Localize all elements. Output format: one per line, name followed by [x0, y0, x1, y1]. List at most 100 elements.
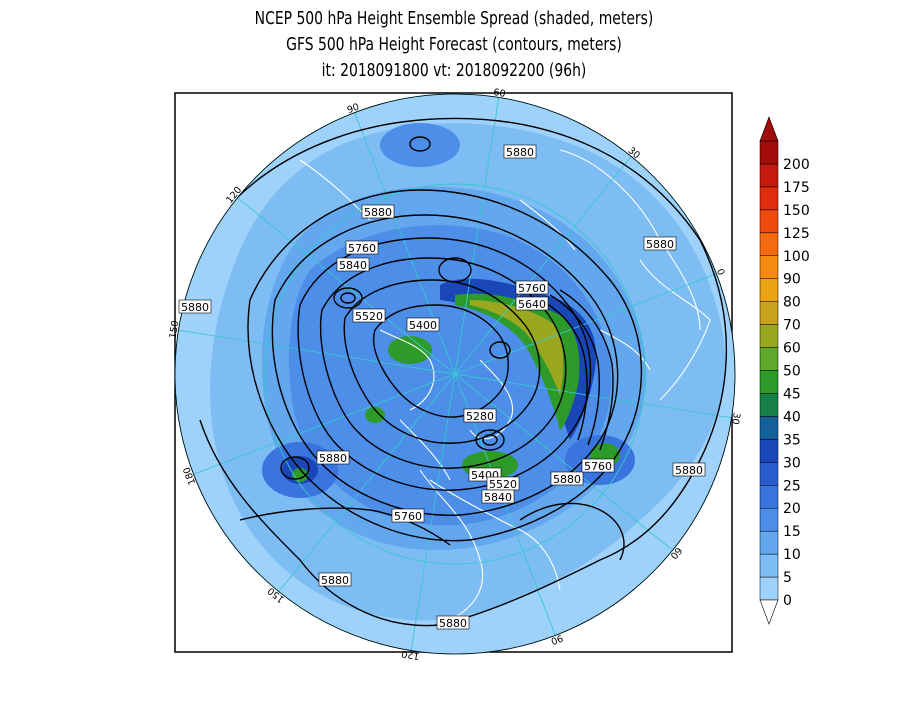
contour-label: 5880	[436, 615, 470, 630]
svg-text:5880: 5880	[321, 574, 349, 587]
meridian-line	[454, 156, 632, 375]
colorbar-swatch	[759, 301, 779, 325]
svg-text:5400: 5400	[409, 319, 437, 332]
contour-low-south	[475, 429, 505, 451]
colorbar-swatch	[759, 209, 779, 234]
colorbar-tick-label: 40	[783, 409, 801, 425]
colorbar-swatch	[759, 186, 779, 211]
contour-label: 5280	[463, 408, 497, 423]
graticule-lat-circle	[264, 183, 646, 565]
colorbar-swatch	[759, 232, 779, 257]
colorbar-tick-label: 15	[783, 524, 801, 540]
meridian-line	[454, 97, 500, 375]
colorbar-swatch	[759, 324, 779, 348]
colorbar-swatch	[759, 439, 779, 463]
svg-text:5640: 5640	[518, 298, 546, 311]
colorbar-tick-label: 45	[783, 386, 801, 402]
contour-label: 5760	[345, 240, 379, 255]
colorbar-swatch	[759, 553, 779, 578]
colorbar-swatch	[759, 255, 779, 279]
colorbar-swatch	[759, 140, 779, 165]
meridian-line	[193, 373, 456, 475]
contour-label: 5880	[316, 450, 350, 465]
colorbar-tick-label: 20	[783, 501, 801, 517]
colorbar-swatch	[759, 530, 779, 555]
contour-label: 5880	[503, 144, 537, 159]
meridian-label: 90	[346, 102, 361, 117]
svg-text:5880: 5880	[553, 473, 581, 486]
svg-text:5760: 5760	[348, 242, 376, 255]
contour-5760	[247, 189, 642, 542]
meridian-line	[454, 373, 673, 551]
colorbar-tick-label: 25	[783, 478, 801, 494]
svg-text:5880: 5880	[364, 206, 392, 219]
colorbar-tick-label: 150	[783, 203, 810, 219]
colorbar-swatch	[759, 462, 779, 486]
colorbar-tick-label: 50	[783, 364, 801, 380]
meridian-line	[178, 329, 456, 375]
contour-label: 5840	[481, 489, 515, 504]
colorbar-swatch	[759, 163, 779, 188]
colorbar-swatch	[759, 347, 779, 371]
colorbar-tick-label: 0	[783, 593, 792, 609]
colorbar-tick-label: 5	[783, 570, 792, 586]
svg-text:5840: 5840	[339, 259, 367, 272]
meridian-label: 60	[493, 87, 507, 100]
meridian-label: 30	[729, 412, 742, 426]
title-line-1: NCEP 500 hPa Height Ensemble Spread (sha…	[254, 8, 654, 29]
colorbar-tick-label: 200	[783, 157, 810, 173]
colorbar-swatch	[759, 576, 779, 601]
colorbar-swatch	[759, 278, 779, 302]
colorbar-tick-label: 10	[783, 547, 801, 563]
spread-blotch-north	[380, 123, 460, 167]
contour-label: 5400	[406, 317, 440, 332]
meridian-line	[278, 373, 456, 592]
svg-text:5280: 5280	[466, 410, 494, 423]
svg-text:5880: 5880	[319, 452, 347, 465]
colorbar-tick-label: 30	[783, 455, 801, 471]
contour-label: 5520	[486, 476, 520, 491]
spread-band-olive	[470, 300, 564, 395]
colorbar-swatch	[759, 507, 779, 532]
contour-5880-outer	[179, 117, 728, 627]
colorbar: 0 5 10 15 20 25 30 35 40 45 50 60 70 80 90 100 125 150 175…	[759, 116, 810, 625]
contour-label: 5760	[515, 280, 549, 295]
svg-text:5880: 5880	[506, 146, 534, 159]
colorbar-tick-label: 100	[783, 249, 810, 265]
contour-label: 5880	[361, 204, 395, 219]
contour-label: 5520	[352, 308, 386, 323]
colorbar-tick-label: 125	[783, 226, 810, 242]
contour-labels: 5880588058805760584058805520540057605640…	[178, 144, 706, 630]
colorbar-swatch	[759, 485, 779, 509]
colorbar-tick-label: 80	[783, 295, 801, 311]
contour-label: 5640	[515, 296, 549, 311]
colorbar-tick-label: 35	[783, 432, 801, 448]
svg-text:5880: 5880	[181, 301, 209, 314]
contour-low-north	[438, 257, 472, 283]
contour-label: 5760	[581, 458, 615, 473]
meridian-line	[237, 197, 456, 375]
colorbar-tick-label: 90	[783, 272, 801, 288]
svg-text:5760: 5760	[394, 510, 422, 523]
colorbar-min-arrow	[759, 599, 779, 625]
colorbar-swatch	[759, 370, 779, 394]
svg-text:5760: 5760	[584, 460, 612, 473]
title-line-3: it: 2018091800 vt: 2018092200 (96h)	[321, 60, 587, 81]
contour-label: 5760	[391, 508, 425, 523]
contour-low-center	[489, 341, 511, 359]
contour-low-west	[333, 287, 363, 309]
meridian-label: 150	[168, 320, 182, 340]
svg-text:5760: 5760	[518, 282, 546, 295]
colorbar-max-arrow	[759, 116, 779, 142]
meridian-line	[410, 373, 456, 651]
contour-label: 5880	[643, 236, 677, 251]
contour-label: 5880	[318, 572, 352, 587]
svg-text:5520: 5520	[489, 478, 517, 491]
title-line-2: GFS 500 hPa Height Forecast (contours, m…	[286, 34, 622, 55]
coastlines	[299, 149, 711, 621]
meridian-label: 0	[714, 267, 726, 277]
colorbar-swatch	[759, 393, 779, 417]
colorbar-tick-label: 175	[783, 180, 810, 196]
colorbar-tick-label: 70	[783, 318, 801, 334]
